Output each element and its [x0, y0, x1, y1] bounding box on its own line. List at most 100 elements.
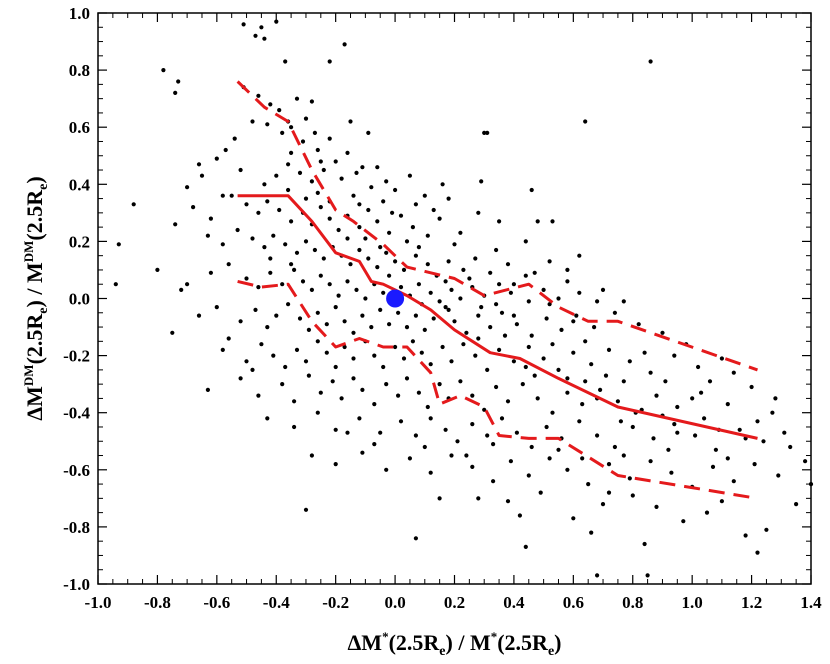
data-point: [544, 424, 549, 430]
data-point: [375, 265, 380, 270]
data-point: [428, 362, 433, 367]
x-tick-labels: -1.0 -0.8 -0.6 -0.4 -0.2 0.0 0.2 0.4 0.6 0.8 1.0 1.…: [85, 593, 823, 612]
data-point: [333, 305, 338, 310]
data-point: [333, 462, 338, 467]
data-point: [627, 476, 632, 481]
data-point: [297, 316, 303, 321]
data-point: [520, 382, 525, 387]
data-point: [523, 364, 528, 370]
y-tick-labels: -1.0 -0.8 -0.6 -0.4 -0.2 0.0 0.2 0.4 0.6 0.8 1.0: [63, 4, 90, 594]
data-point: [508, 290, 513, 295]
data-point: [583, 339, 588, 344]
data-point: [170, 330, 175, 335]
data-point: [663, 379, 668, 384]
data-point: [179, 287, 184, 292]
data-point: [505, 499, 511, 504]
data-point: [764, 527, 769, 532]
data-point: [755, 419, 760, 424]
data-point: [401, 267, 407, 272]
y-tick-label: 0.4: [69, 175, 91, 194]
data-point: [648, 59, 653, 64]
data-point: [574, 313, 579, 318]
data-point: [571, 516, 576, 521]
data-point: [342, 319, 347, 324]
label-text: (2.5R: [22, 189, 47, 241]
data-point: [265, 325, 270, 330]
data-point: [449, 453, 454, 458]
data-point: [289, 219, 294, 224]
data-point: [446, 196, 451, 201]
data-point: [580, 402, 585, 407]
data-point: [440, 182, 445, 187]
data-point: [303, 116, 309, 121]
data-point: [280, 282, 285, 287]
label-superscript: DM: [21, 241, 36, 263]
data-point: [384, 179, 389, 184]
data-point: [214, 305, 219, 310]
data-point: [452, 319, 457, 324]
data-point: [529, 444, 534, 450]
data-point: [366, 207, 371, 213]
data-point: [324, 350, 329, 355]
data-point: [277, 207, 282, 213]
data-point: [229, 193, 234, 198]
data-point: [511, 282, 516, 287]
data-point: [565, 376, 570, 381]
data-point: [648, 459, 653, 464]
data-point: [306, 373, 311, 378]
data-point: [393, 259, 398, 264]
data-point: [220, 242, 225, 247]
percentile-dashed-line: [236, 80, 758, 372]
data-point: [306, 327, 311, 332]
data-point: [583, 119, 588, 124]
x-tick-label: -0.6: [203, 593, 230, 612]
data-point: [446, 307, 451, 312]
data-point: [259, 342, 264, 347]
data-point: [672, 353, 677, 358]
data-point: [333, 427, 338, 432]
data-point: [357, 416, 362, 421]
data-point: [404, 376, 410, 381]
data-point: [283, 242, 288, 247]
x-tick-label: 0.2: [444, 593, 465, 612]
data-point: [556, 367, 561, 372]
data-point: [455, 439, 460, 444]
data-point: [612, 444, 618, 450]
data-point: [749, 384, 754, 390]
data-point: [173, 90, 178, 95]
median-lines: [236, 80, 758, 500]
y-tick-label: -1.0: [63, 575, 90, 594]
data-point: [425, 262, 430, 267]
data-point: [621, 453, 626, 458]
data-point: [491, 479, 496, 484]
data-point: [449, 287, 454, 292]
data-point: [351, 330, 356, 335]
data-point: [508, 459, 513, 464]
data-point: [351, 376, 356, 381]
data-point: [294, 96, 300, 101]
data-point: [541, 287, 546, 292]
data-point: [384, 467, 389, 472]
data-point: [336, 227, 341, 233]
data-point: [330, 379, 335, 384]
data-point: [654, 393, 659, 398]
data-point: [413, 313, 418, 318]
data-point: [606, 347, 612, 352]
data-point: [348, 262, 353, 267]
data-point: [283, 59, 288, 64]
data-point: [497, 347, 502, 352]
data-point: [413, 536, 418, 541]
data-point: [648, 370, 653, 375]
data-point: [208, 216, 213, 221]
data-point: [312, 247, 317, 253]
label-text: ): [22, 176, 47, 183]
data-point: [315, 147, 320, 153]
data-point: [303, 507, 309, 512]
data-point: [226, 262, 231, 267]
data-point: [725, 402, 730, 407]
x-tick-label: 0.8: [622, 593, 643, 612]
data-point: [669, 470, 674, 475]
data-point: [318, 159, 323, 164]
data-point: [547, 259, 552, 264]
